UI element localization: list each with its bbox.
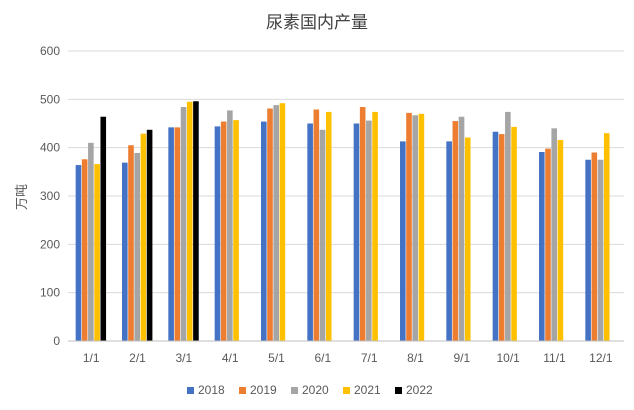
y-tick-label: 600	[40, 44, 60, 58]
bar-2022	[100, 116, 107, 341]
bar-2020	[505, 111, 511, 342]
bar-2019	[406, 112, 412, 341]
bar-2020	[366, 120, 372, 341]
bar-2019	[545, 148, 551, 341]
bar-2018	[353, 123, 360, 341]
legend-swatch-2019	[239, 387, 246, 394]
bar-2018	[307, 123, 313, 341]
bar-2020	[273, 105, 279, 341]
legend-label-2018: 2018	[198, 383, 225, 397]
bar-2019	[81, 159, 88, 341]
bar-2018	[214, 126, 221, 342]
bar-2019	[452, 121, 459, 341]
bar-2018	[446, 141, 452, 341]
bar-2022	[193, 101, 199, 342]
y-tick-label: 400	[40, 141, 60, 155]
bar-2021	[464, 137, 471, 341]
bar-2020	[180, 107, 187, 341]
bar-2021	[140, 133, 147, 341]
bar-2018	[400, 141, 406, 341]
bar-2021	[418, 113, 425, 341]
bar-2021	[511, 126, 517, 341]
chart-title: 尿素国内产量	[266, 13, 368, 33]
x-tick-label: 5/1	[268, 351, 285, 365]
x-tick-label: 6/1	[314, 351, 331, 365]
bar-2020	[134, 152, 140, 341]
bar-2021	[233, 120, 239, 341]
bar-2018	[168, 127, 174, 341]
legend-label-2019: 2019	[250, 383, 277, 397]
x-tick-label: 9/1	[453, 351, 470, 365]
legend-swatch-2021	[343, 387, 350, 394]
bar-2019	[359, 107, 366, 341]
bar-2019	[128, 145, 134, 341]
x-tick-label: 11/1	[543, 351, 566, 365]
x-tick-label: 7/1	[361, 351, 378, 365]
bar-2021	[186, 101, 193, 341]
bar-2018	[261, 121, 267, 341]
y-tick-label: 300	[40, 189, 60, 203]
bar-2018	[75, 165, 82, 341]
bar-2020	[88, 142, 94, 341]
y-tick-label: 100	[40, 286, 60, 300]
bar-2021	[325, 111, 332, 342]
y-tick-label: 500	[40, 92, 60, 106]
bar-2021	[603, 133, 610, 341]
x-tick-label: 10/1	[496, 351, 520, 365]
bar-2019	[220, 121, 227, 341]
x-tick-label: 2/1	[129, 351, 146, 365]
x-tick-label: 4/1	[222, 351, 239, 365]
bar-2020	[227, 110, 233, 341]
legend-swatch-2022	[395, 387, 402, 394]
legend-swatch-2018	[187, 387, 194, 394]
bar-2020	[551, 128, 557, 341]
bar-2019	[591, 152, 598, 341]
bar-2020	[319, 129, 326, 341]
bar-2018	[585, 159, 591, 341]
bar-2021	[372, 111, 378, 342]
bar-2020	[458, 116, 465, 341]
bar-2019	[313, 109, 320, 341]
bar-2021	[557, 139, 564, 341]
legend-label-2021: 2021	[354, 383, 381, 397]
x-tick-label: 12/1	[589, 351, 613, 365]
bar-2021	[279, 103, 286, 341]
legend-label-2020: 2020	[302, 383, 329, 397]
bar-2018	[539, 152, 545, 341]
y-tick-label: 0	[53, 334, 60, 348]
legend-label-2022: 2022	[406, 383, 433, 397]
bar-2021	[94, 164, 100, 341]
bar-2019	[498, 134, 505, 341]
bar-2019	[174, 127, 181, 341]
bar-2022	[146, 129, 153, 341]
bar-2018	[122, 162, 128, 341]
bar-2019	[267, 108, 273, 342]
bar-2020	[412, 115, 418, 342]
y-tick-label: 200	[40, 237, 60, 251]
bar-2018	[492, 131, 499, 341]
x-tick-label: 8/1	[407, 351, 424, 365]
x-tick-label: 3/1	[175, 351, 192, 365]
x-tick-label: 1/1	[83, 351, 100, 365]
bar-2020	[597, 159, 604, 341]
legend-swatch-2020	[291, 387, 298, 394]
